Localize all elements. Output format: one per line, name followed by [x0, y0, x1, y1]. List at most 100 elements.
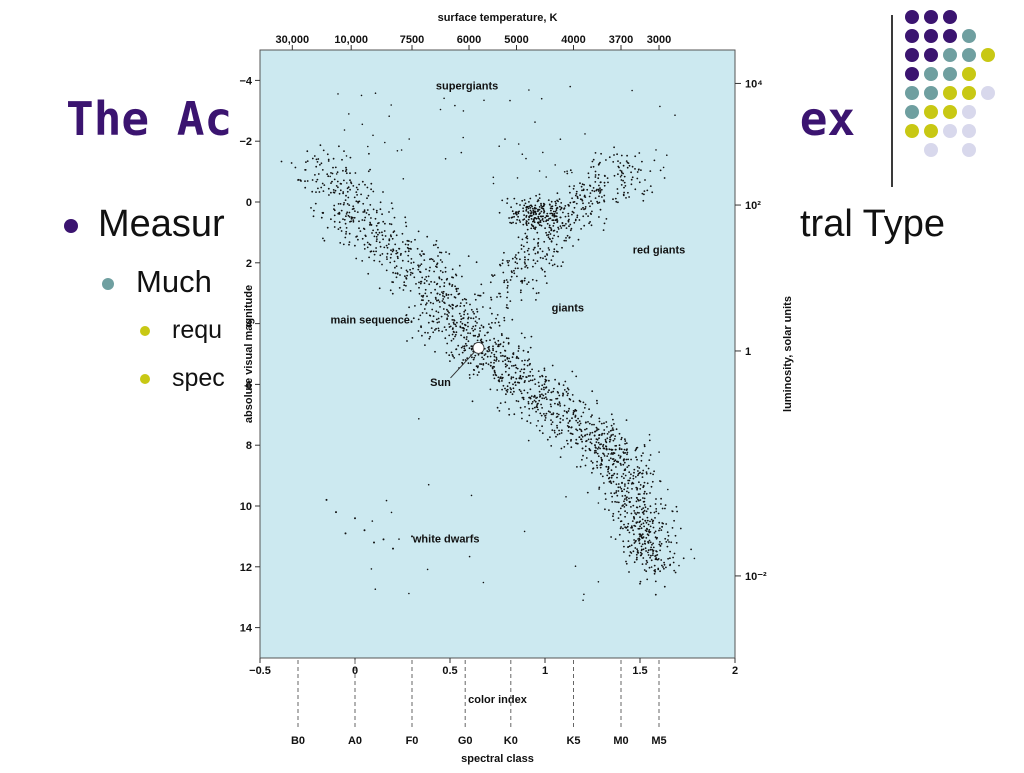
- star-point: [428, 269, 431, 272]
- star-point: [640, 548, 643, 551]
- star-point: [646, 561, 649, 564]
- star-point: [647, 541, 650, 544]
- star-point: [417, 266, 420, 268]
- star-point: [529, 422, 532, 424]
- star-point: [639, 582, 641, 585]
- star-point: [531, 407, 534, 410]
- star-point: [343, 150, 345, 153]
- star-point: [560, 207, 563, 210]
- star-point: [489, 281, 492, 284]
- star-point: [526, 364, 529, 367]
- star-point: [534, 383, 537, 385]
- star-point: [385, 256, 388, 258]
- star-point: [556, 433, 559, 436]
- star-point: [332, 189, 335, 191]
- star-point: [582, 189, 585, 192]
- star-point: [346, 203, 349, 205]
- star-point: [550, 200, 553, 203]
- star-point: [457, 344, 460, 347]
- star-point: [672, 556, 674, 559]
- star-point: [622, 164, 625, 167]
- star-point: [384, 222, 386, 225]
- star-point: [639, 551, 642, 554]
- star-point: [541, 397, 544, 400]
- star-point: [391, 281, 393, 283]
- star-point: [598, 420, 601, 423]
- star-point: [596, 452, 599, 455]
- star-point: [378, 260, 381, 263]
- star-point: [513, 413, 516, 416]
- star-point: [589, 221, 591, 223]
- star-point: [524, 256, 526, 259]
- star-point: [421, 334, 423, 337]
- star-point: [478, 318, 481, 320]
- star-point: [570, 446, 573, 449]
- star-point: [432, 302, 435, 305]
- star-point: [509, 279, 512, 281]
- star-point: [569, 191, 571, 194]
- star-point: [531, 379, 534, 382]
- spectral-class-label: K0: [504, 735, 518, 747]
- star-point: [465, 298, 467, 301]
- star-point: [386, 246, 389, 249]
- star-point: [598, 195, 600, 198]
- star-point: [530, 218, 533, 220]
- star-point: [641, 476, 644, 478]
- star-point: [556, 412, 558, 415]
- star-point: [624, 438, 626, 441]
- star-point: [485, 362, 488, 364]
- star-point: [388, 239, 391, 242]
- star-point: [410, 262, 413, 264]
- star-point: [439, 251, 441, 254]
- star-point: [606, 455, 609, 457]
- star-point: [582, 411, 585, 414]
- star-point: [572, 245, 574, 247]
- star-point: [598, 488, 600, 490]
- star-point: [636, 458, 638, 461]
- star-point: [517, 350, 520, 352]
- star-point: [420, 263, 423, 265]
- star-point: [596, 200, 598, 203]
- star-point: [405, 284, 407, 287]
- star-point: [638, 512, 640, 514]
- star-point: [492, 182, 495, 185]
- star-point: [360, 193, 362, 196]
- star-point: [526, 420, 529, 423]
- star-point: [538, 385, 540, 388]
- star-point: [523, 199, 526, 201]
- star-point: [342, 192, 344, 195]
- star-point: [633, 468, 636, 471]
- star-point: [462, 327, 465, 329]
- star-point: [603, 184, 606, 187]
- star-point: [631, 520, 634, 522]
- star-point: [515, 377, 518, 380]
- star-point: [554, 431, 556, 434]
- star-point: [585, 440, 587, 443]
- star-point: [581, 440, 583, 443]
- bullet-level3: spec: [140, 364, 225, 393]
- star-point: [346, 187, 349, 190]
- star-point: [564, 205, 567, 207]
- star-point: [642, 522, 645, 525]
- star-point: [517, 211, 520, 213]
- star-point: [476, 308, 478, 310]
- star-point: [655, 537, 658, 540]
- star-point: [342, 191, 345, 193]
- star-point: [407, 254, 410, 257]
- star-point: [624, 494, 627, 497]
- star-point: [584, 445, 587, 448]
- star-point: [659, 480, 661, 482]
- star-point: [648, 531, 651, 534]
- star-point: [616, 501, 618, 503]
- star-point: [323, 184, 326, 187]
- star-point: [382, 538, 385, 541]
- star-point: [333, 209, 336, 212]
- decor-dot: [905, 105, 919, 119]
- decor-dot: [924, 67, 938, 81]
- star-point: [673, 569, 676, 572]
- star-point: [621, 490, 624, 492]
- star-point: [593, 450, 596, 452]
- star-point: [542, 215, 544, 218]
- star-point: [477, 335, 479, 338]
- star-point: [620, 154, 623, 157]
